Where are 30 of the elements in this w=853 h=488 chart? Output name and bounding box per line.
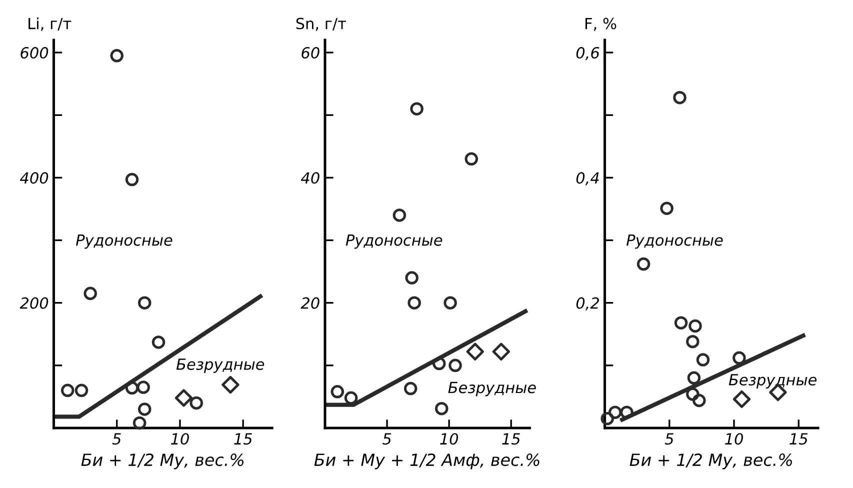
x-tick-label: 5 bbox=[382, 433, 392, 445]
annotation: Рудоносные bbox=[346, 234, 442, 249]
x-tick-label: 15 bbox=[790, 433, 808, 445]
y-tick-label: 0,4 bbox=[576, 172, 599, 186]
y-tick-label: 40 bbox=[300, 172, 320, 184]
x-axis-title: Би + 1/2 Му, вес.% bbox=[630, 453, 792, 470]
annotation: Рудоносные bbox=[626, 234, 723, 249]
x-tick-label: 10 bbox=[440, 433, 458, 445]
y-tick-label: 0,6 bbox=[576, 46, 600, 60]
x-tick-label: 5 bbox=[112, 433, 121, 445]
annotation: Безрудные bbox=[728, 374, 817, 388]
y-axis-title: F, % bbox=[586, 18, 616, 31]
x-tick-label: 15 bbox=[234, 433, 252, 445]
annotation: Рудоносные bbox=[76, 234, 172, 249]
y-axis-title: Sn, г/т bbox=[296, 18, 346, 31]
annotation: Безрудные bbox=[176, 358, 264, 373]
x-tick-label: 15 bbox=[502, 433, 520, 445]
y-tick-label: 60 bbox=[302, 46, 320, 59]
x-tick-label: 10 bbox=[170, 433, 189, 445]
y-axis-title: Li, г/т bbox=[28, 17, 72, 31]
y-tick-label: 0,2 bbox=[576, 297, 599, 310]
annotation: Безрудные bbox=[448, 382, 536, 396]
x-axis-title: Би + Му + 1/2 Амф, вес.% bbox=[314, 453, 540, 470]
y-tick-label: 20 bbox=[300, 297, 320, 309]
x-tick-label: 5 bbox=[664, 433, 674, 445]
y-tick-label: 400 bbox=[20, 172, 48, 184]
x-axis-title: Би + 1/2 Му, вес.% bbox=[81, 453, 244, 470]
y-tick-label: 600 bbox=[20, 46, 48, 59]
y-tick-label: 200 bbox=[20, 297, 48, 309]
x-tick-label: 10 bbox=[725, 433, 743, 445]
